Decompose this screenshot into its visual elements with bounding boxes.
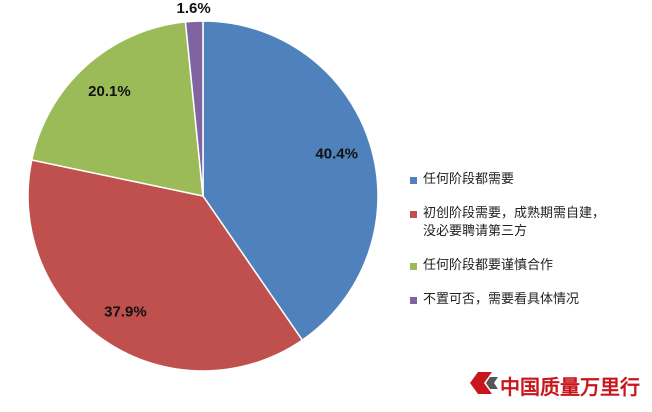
pie-slice bbox=[184, 20, 204, 197]
data-label: 20.1% bbox=[88, 83, 131, 100]
legend-label: 初创阶段需要，成熟期需自建，没必要聘请第三方 bbox=[423, 206, 606, 239]
legend-swatch bbox=[410, 263, 417, 270]
pie-slice bbox=[202, 20, 379, 342]
legend-label: 任何阶段都要谨慎合作 bbox=[423, 258, 554, 273]
legend-swatch bbox=[410, 297, 417, 304]
legend-label: 任何阶段都需要 bbox=[423, 172, 515, 187]
legend-item: 任何阶段都要谨慎合作 bbox=[410, 257, 615, 275]
data-label: 40.4% bbox=[315, 145, 358, 162]
legend: 任何阶段都需要初创阶段需要，成熟期需自建，没必要聘请第三方任何阶段都要谨慎合作不… bbox=[410, 171, 615, 325]
pie-slice bbox=[30, 21, 204, 197]
data-label: 1.6% bbox=[176, 0, 210, 17]
legend-label: 不置可否，需要看具体情况 bbox=[423, 292, 580, 307]
data-label: 37.9% bbox=[104, 303, 147, 320]
legend-item: 初创阶段需要，成熟期需自建，没必要聘请第三方 bbox=[410, 205, 615, 241]
legend-swatch bbox=[410, 211, 417, 218]
pie-slice bbox=[27, 159, 304, 372]
watermark: 中国质量万里行 bbox=[500, 375, 640, 399]
legend-item: 不置可否，需要看具体情况 bbox=[410, 291, 615, 309]
legend-swatch bbox=[410, 177, 417, 184]
legend-item: 任何阶段都需要 bbox=[410, 171, 615, 189]
watermark-logo bbox=[470, 372, 498, 394]
